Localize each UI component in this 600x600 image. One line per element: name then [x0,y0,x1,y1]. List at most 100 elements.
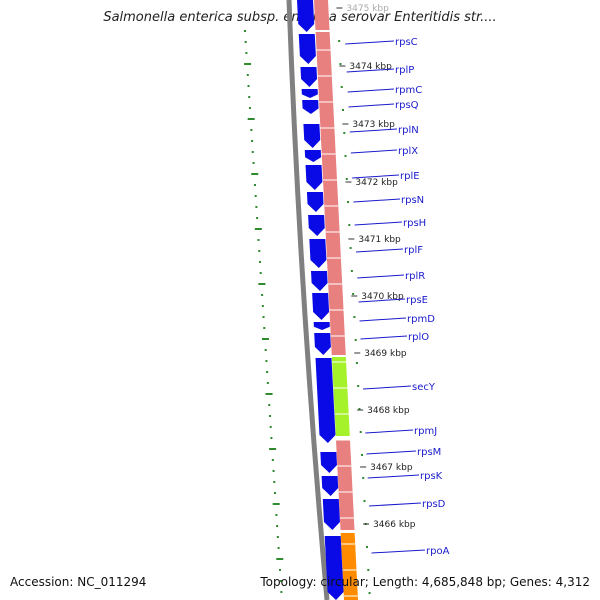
skew-dot [354,339,357,341]
gene-leader-line [348,103,395,108]
gene-label-rpmC: rpmC [395,85,422,96]
skew-dot [265,360,268,362]
skew-dot [263,327,266,329]
skew-dot [278,569,281,571]
skew-dot [247,85,250,87]
gene-label-rplN: rplN [398,125,419,136]
skew-dot [358,408,361,410]
kbp-tick-label: 3472 kbp [355,178,398,188]
skew-dot [268,415,271,417]
cds-arrow [312,293,330,320]
gene-leader-line [350,149,398,154]
skew-dot [272,470,275,472]
skew-dot [254,195,257,197]
gene-label-rpmD: rpmD [407,314,435,325]
gene-label-rpsN: rpsN [401,195,424,206]
kbp-tick-label: 3473 kbp [352,120,395,130]
skew-dot [276,525,279,527]
skew-dot [252,162,255,164]
gene-leader-line [363,385,412,390]
skew-dot [253,184,256,186]
skew-dot [246,74,249,76]
skew-dot [248,107,251,109]
skew-dot [355,362,358,364]
cds-arrow [322,499,340,530]
skew-dot [245,52,248,54]
gene-label-rplR: rplR [405,271,425,282]
skew-dot [273,492,276,494]
skew-dot [257,239,260,241]
skew-dot [251,151,254,153]
skew-dot [254,228,262,230]
skew-dot [347,201,350,203]
skew-dot [339,63,342,65]
skew-dot [270,437,273,439]
feature-segment [336,440,355,530]
cds-arrow [315,358,336,443]
backbone-track [286,0,330,600]
skew-dot [344,155,347,157]
skew-dot [266,382,269,384]
skew-dot [338,40,341,42]
skew-dot [340,86,343,88]
skew-dot [276,536,279,538]
cds-arrow [309,239,327,268]
skew-dot [251,140,254,142]
skew-dot [350,270,353,272]
skew-dot [244,41,247,43]
gene-label-rpsM: rpsM [417,447,441,458]
gene-label-rpsQ: rpsQ [395,100,419,111]
kbp-tick-label: 3474 kbp [349,62,392,72]
cds-arrow [297,0,315,32]
backbone-arc [286,0,330,600]
skew-dot [269,426,272,428]
skew-dot [258,261,261,263]
skew-dot [360,454,363,456]
gene-leader-line [345,40,395,45]
gene-leader-line [346,68,395,73]
skew-dot [247,118,255,120]
kbp-tick-label: 3471 kbp [358,235,401,245]
gene-label-rplF: rplF [404,245,423,256]
gene-label-rpoA: rpoA [426,546,450,557]
skew-dot [345,178,348,180]
gene-leader-line [354,221,403,226]
gene-label-rpsH: rpsH [403,218,426,229]
gene-leader-line [366,450,417,455]
skew-dot [262,316,265,318]
cds-arrow [300,67,318,87]
skew-dot [280,591,283,593]
skew-dot [258,283,266,285]
feature-segment [340,533,358,600]
gene-leader-line [352,174,400,179]
gene-label-secY: secY [412,382,436,393]
gene-leader-line [347,88,395,93]
skew-dot [258,250,261,252]
gene-label-rpmJ: rpmJ [414,426,437,437]
skew-dot [357,385,360,387]
skew-dot [366,546,369,548]
gene-leader-line [365,429,414,434]
gene-leader-line [371,549,426,554]
skew-dot [261,294,264,296]
skew-dot [256,217,259,219]
gene-leader-line [367,474,420,479]
skew-dot [244,63,252,65]
kbp-tick-label: 3469 kbp [364,349,407,359]
gene-leader-line [357,274,405,279]
skew-dot [368,592,371,594]
cds-arrow [320,452,338,473]
summary-label: Topology: circular; Length: 4,685,848 bp… [260,575,590,589]
skew-dot [341,109,344,111]
skew-dot [348,224,351,226]
skew-dot [259,272,262,274]
gene-leader-line [353,198,401,203]
skew-dot [261,305,264,307]
gene-leader-line [369,502,422,507]
gc-skew-track [243,30,371,594]
skew-dot [261,338,269,340]
cds-arrow [308,215,325,236]
cds-arrow [321,476,339,496]
skew-dot [272,503,280,505]
